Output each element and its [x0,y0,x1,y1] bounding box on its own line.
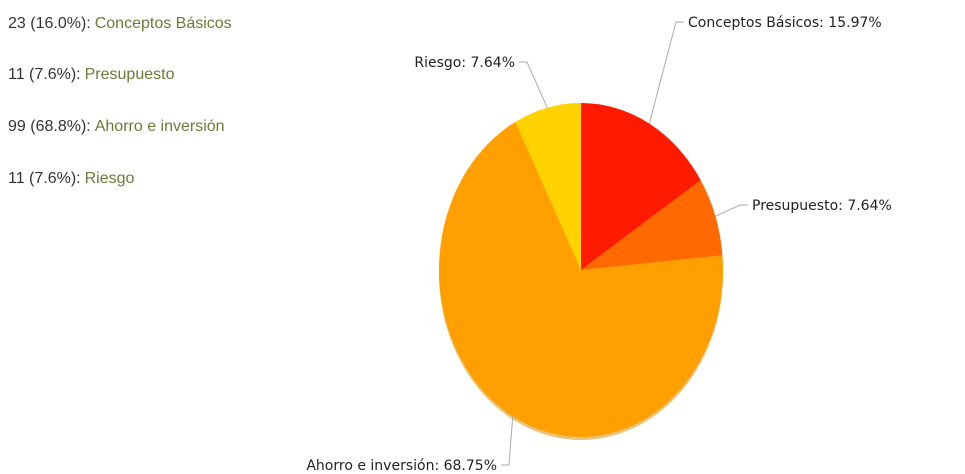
legend-count: 11 (7.6%): [8,66,81,83]
slice-label: Riesgo: 7.64% [414,55,515,71]
legend-name: Riesgo [85,170,135,187]
legend-entry: 99 (68.8%): Ahorro e inversión [8,118,225,135]
legend-entry: 11 (7.6%): Presupuesto [8,66,175,83]
legend-name: Ahorro e inversión [95,118,225,135]
slice-label: Presupuesto: 7.64% [752,198,892,214]
slice-label: Ahorro e inversión: 68.75% [306,458,497,474]
slice-label: Conceptos Básicos: 15.97% [688,15,882,31]
legend-name: Conceptos Básicos [95,15,232,32]
pie-slice [439,121,723,437]
legend-name: Presupuesto [85,66,175,83]
legend-count: 23 (16.0%): [8,15,91,32]
legend-count: 11 (7.6%): [8,170,81,187]
leader-line [648,21,684,124]
pie-slice [581,103,701,270]
leader-line [519,61,548,108]
leader-line [715,204,748,217]
legend-entry: 23 (16.0%): Conceptos Básicos [8,15,232,32]
pie-slice [515,103,581,270]
pie-slice [581,180,723,270]
legend-entry: 11 (7.6%): Riesgo [8,170,135,187]
legend-count: 99 (68.8%): [8,118,91,135]
leader-line [501,416,514,466]
